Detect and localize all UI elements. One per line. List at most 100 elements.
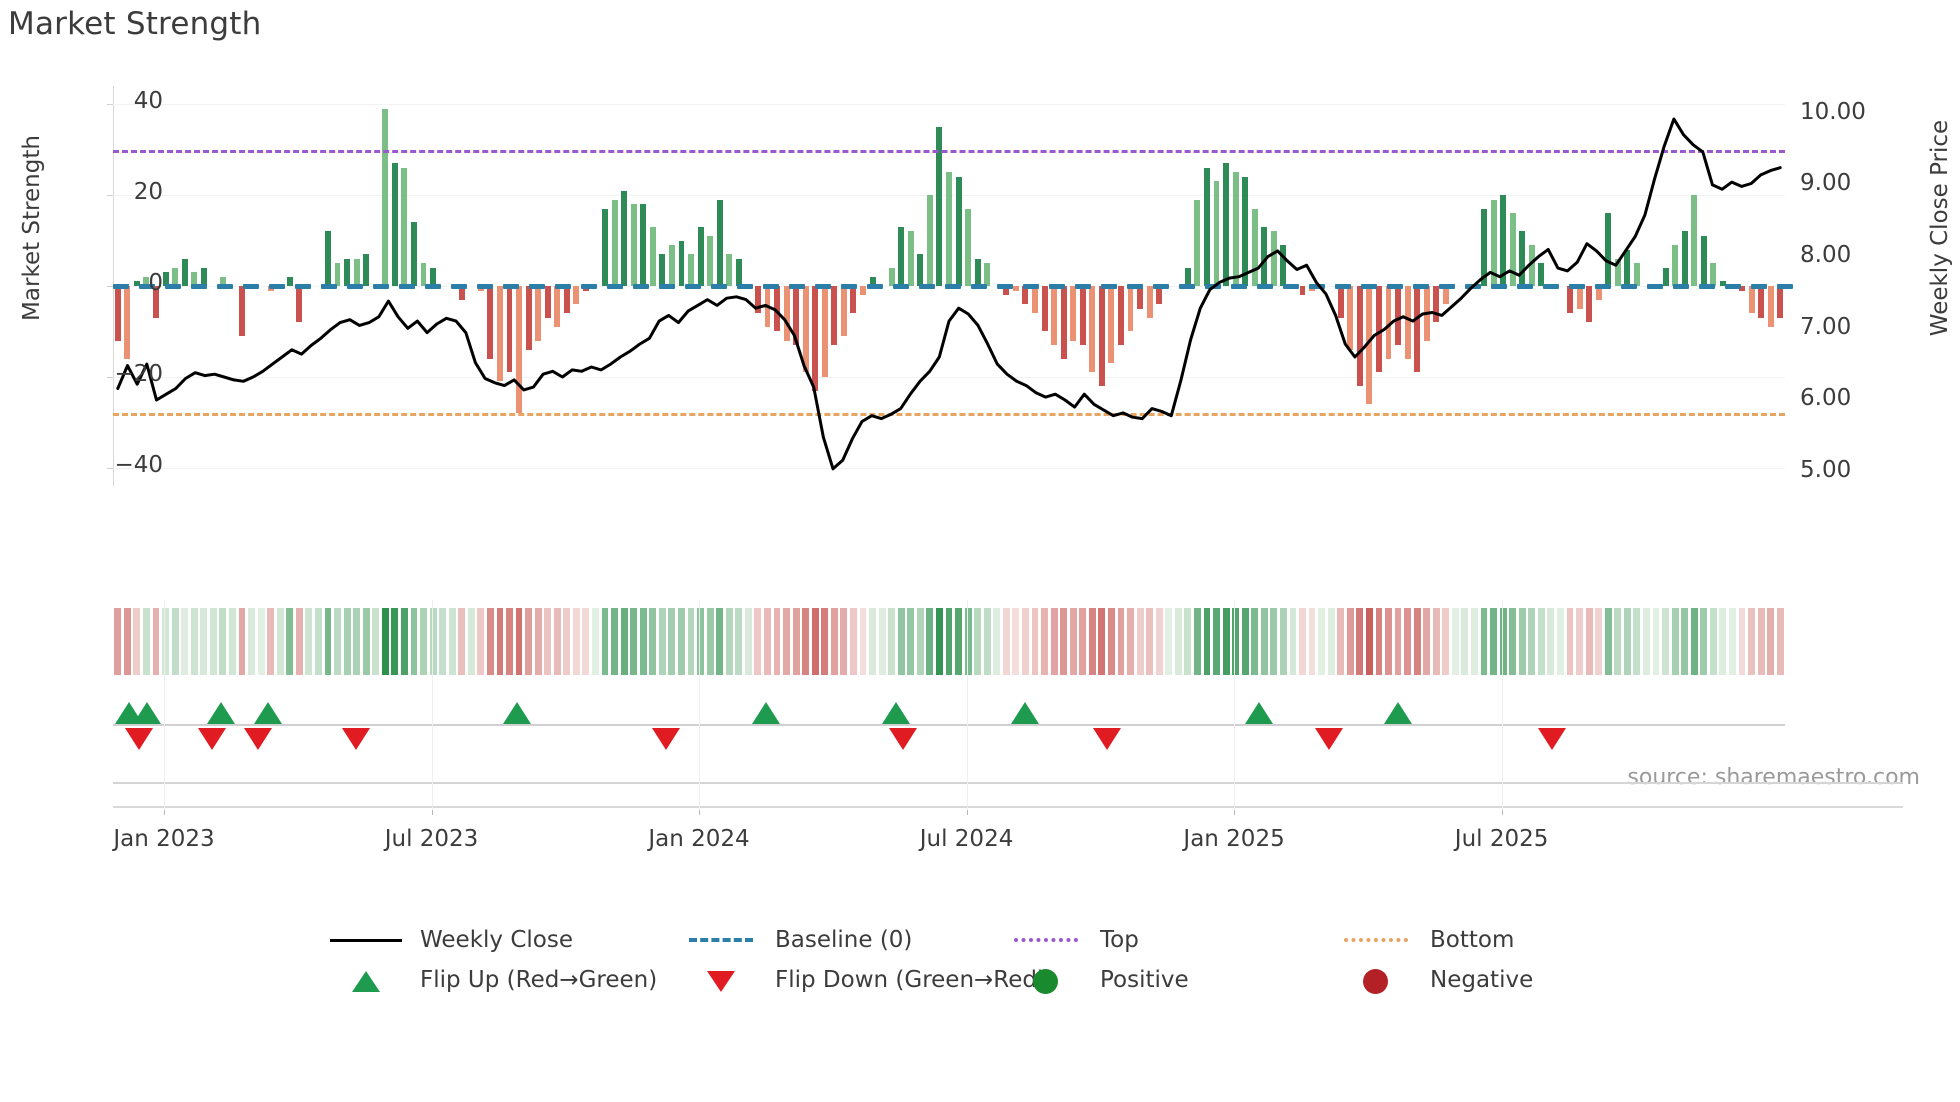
strength-bar bbox=[831, 286, 838, 346]
flip-down-marker-icon bbox=[1537, 728, 1566, 750]
baseline-dash bbox=[1387, 283, 1403, 289]
heatmap-cell bbox=[200, 608, 208, 675]
legend-item-top[interactable]: Top bbox=[1010, 920, 1139, 960]
flip-up-marker-icon bbox=[133, 702, 162, 724]
heatmap-cell bbox=[1031, 608, 1039, 675]
strength-bar bbox=[1003, 286, 1010, 296]
baseline-dash bbox=[1049, 283, 1065, 289]
heatmap-cell bbox=[1088, 608, 1096, 675]
page-title: Market Strength bbox=[8, 6, 262, 42]
heatmap-cell bbox=[1499, 608, 1507, 675]
strength-bar bbox=[640, 204, 647, 286]
baseline-dash bbox=[1101, 283, 1117, 289]
baseline-dash bbox=[1751, 283, 1767, 289]
strength-bar bbox=[955, 176, 962, 286]
strength-bar bbox=[1051, 286, 1058, 346]
heatmap-cell bbox=[783, 608, 790, 675]
baseline-dash bbox=[139, 283, 155, 289]
strength-bar bbox=[821, 286, 828, 377]
strength-bar bbox=[754, 286, 761, 314]
legend-item-weekly-close[interactable]: Weekly Close bbox=[330, 920, 573, 960]
heatmap-cell bbox=[1557, 608, 1564, 675]
baseline-dash bbox=[919, 283, 935, 289]
legend-item-flip-down[interactable]: Flip Down (Green→Red) bbox=[685, 960, 1046, 1000]
heatmap-cell bbox=[1471, 608, 1478, 675]
heatmap-cell bbox=[276, 608, 284, 675]
heatmap-cell bbox=[1547, 608, 1555, 675]
strength-bar bbox=[1060, 286, 1067, 359]
weekly-close-line bbox=[116, 117, 1782, 471]
heatmap-cell bbox=[592, 608, 599, 675]
heatmap-cell bbox=[1012, 608, 1020, 675]
strength-bar bbox=[1519, 231, 1526, 286]
baseline-dash bbox=[373, 283, 389, 289]
y-axis-label-right: Weekly Close Price bbox=[1927, 119, 1953, 337]
strength-bar bbox=[840, 286, 847, 336]
heatmap-cell bbox=[649, 608, 657, 675]
heatmap-cell bbox=[209, 608, 217, 675]
legend-label: Bottom bbox=[1430, 927, 1515, 953]
legend-swatch-negative-icon bbox=[1340, 968, 1412, 994]
strength-bar bbox=[668, 245, 675, 286]
legend-label: Positive bbox=[1100, 967, 1189, 993]
legend-item-positive[interactable]: Positive bbox=[1010, 960, 1189, 1000]
flip-down-marker-icon bbox=[198, 728, 227, 750]
baseline-dash bbox=[165, 283, 181, 289]
main-plot-area bbox=[113, 86, 1793, 486]
strength-bar bbox=[1672, 245, 1679, 286]
heatmap-cell bbox=[983, 608, 991, 675]
baseline-dash bbox=[685, 283, 701, 289]
strength-bar bbox=[1681, 231, 1688, 286]
legend-item-baseline[interactable]: Baseline (0) bbox=[685, 920, 912, 960]
strength-bar bbox=[659, 254, 666, 286]
strength-bar bbox=[1758, 286, 1765, 318]
heatmap-cell bbox=[1671, 608, 1679, 675]
heatmap-cell bbox=[1528, 608, 1536, 675]
x-tick-gridline bbox=[163, 600, 165, 810]
baseline-dash bbox=[607, 283, 623, 289]
strength-bar bbox=[1538, 263, 1545, 286]
strength-bar bbox=[1251, 208, 1258, 286]
baseline-dash bbox=[1517, 283, 1533, 289]
heatmap-cell bbox=[1069, 608, 1077, 675]
baseline-dash bbox=[1283, 283, 1299, 289]
heatmap-cell bbox=[1738, 608, 1746, 675]
strength-bar bbox=[1490, 199, 1497, 286]
legend-swatch-weekly-close-icon bbox=[330, 928, 402, 952]
heatmap-cell bbox=[1442, 608, 1450, 675]
heatmap-cell bbox=[916, 608, 924, 675]
heatmap-cell bbox=[697, 608, 705, 675]
flip-up-marker-icon bbox=[1383, 702, 1412, 724]
heatmap-cell bbox=[506, 608, 513, 675]
baseline-dash bbox=[1127, 283, 1143, 289]
heatmap-cell bbox=[1509, 608, 1517, 675]
legend-label: Flip Down (Green→Red) bbox=[775, 967, 1046, 993]
heatmap-cell bbox=[888, 608, 896, 675]
heatmap-cell bbox=[1050, 608, 1058, 675]
heatmap-cell bbox=[1709, 608, 1717, 675]
legend-item-negative[interactable]: Negative bbox=[1340, 960, 1533, 1000]
x-tick-gridline bbox=[431, 600, 433, 810]
baseline-dash bbox=[1569, 283, 1585, 289]
strength-bar bbox=[353, 258, 360, 286]
heatmap-cell bbox=[1260, 608, 1268, 675]
legend-item-bottom[interactable]: Bottom bbox=[1340, 920, 1514, 960]
legend-row: Weekly Close Baseline (0) Top Bottom bbox=[330, 920, 1670, 960]
strength-bar bbox=[554, 286, 561, 327]
baseline-dash bbox=[1023, 283, 1039, 289]
heatmap-cell bbox=[391, 608, 399, 675]
strength-bar bbox=[191, 272, 198, 286]
strength-bar bbox=[1500, 195, 1507, 286]
baseline-dash bbox=[269, 283, 285, 289]
heatmap-cell bbox=[381, 608, 389, 675]
legend-item-flip-up[interactable]: Flip Up (Red→Green) bbox=[330, 960, 657, 1000]
legend-label: Negative bbox=[1430, 967, 1534, 993]
heatmap-cell bbox=[773, 608, 781, 675]
heatmap-cell bbox=[878, 608, 886, 675]
heatmap-cell bbox=[190, 608, 198, 675]
heatmap-cell bbox=[926, 608, 934, 675]
heatmap-cell bbox=[400, 608, 408, 675]
x-tick-mark bbox=[431, 806, 433, 815]
strength-bar bbox=[506, 286, 513, 373]
